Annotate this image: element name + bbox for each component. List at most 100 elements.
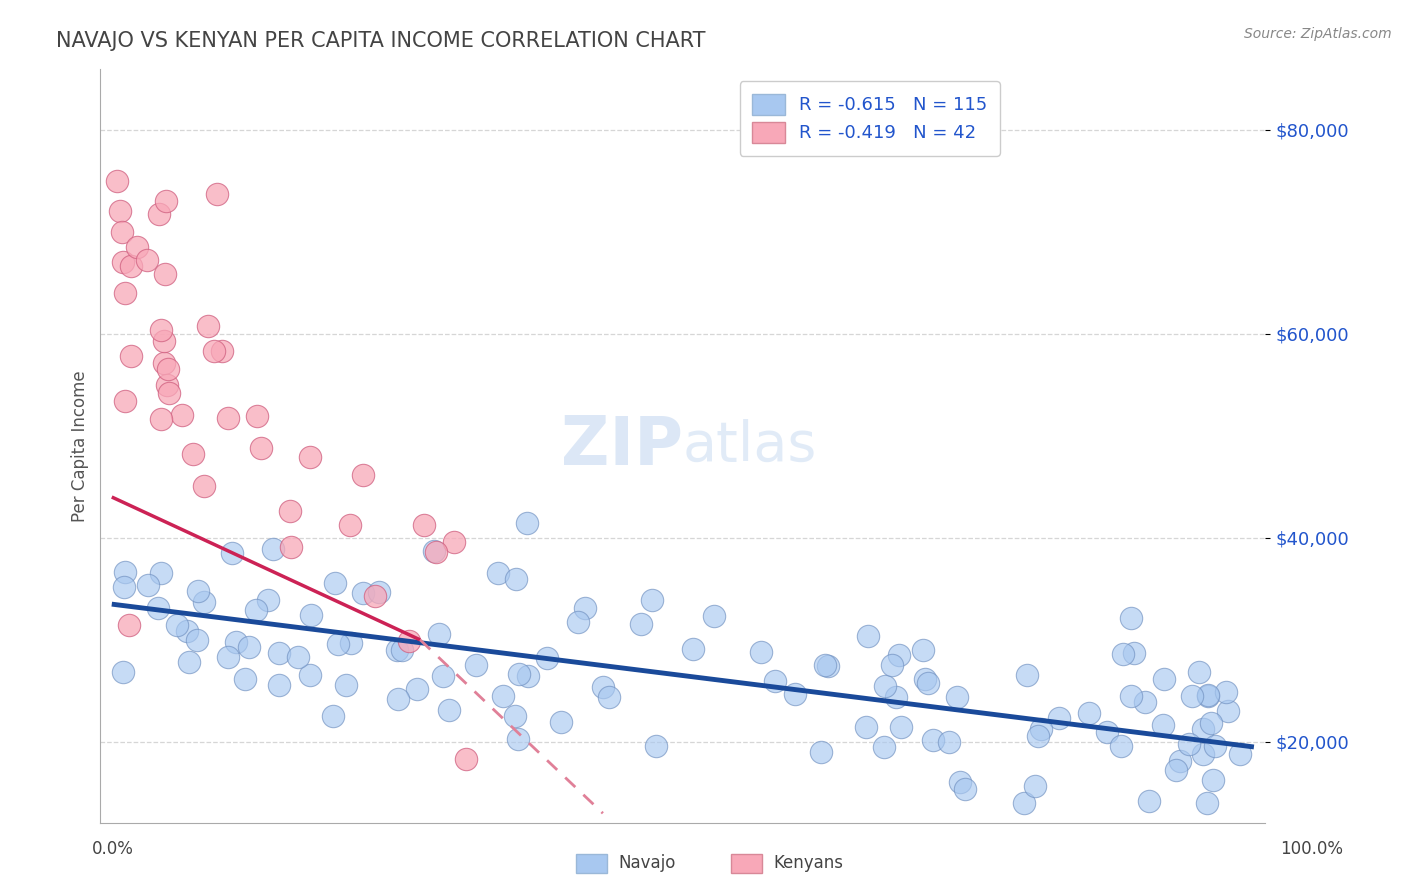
Point bbox=[1152, 717, 1174, 731]
Point bbox=[645, 739, 668, 754]
Point bbox=[506, 732, 529, 747]
Point bbox=[1111, 739, 1133, 754]
Point bbox=[391, 643, 413, 657]
Point bbox=[269, 678, 291, 692]
Point bbox=[1119, 611, 1142, 625]
Point bbox=[486, 566, 509, 580]
Point bbox=[1199, 715, 1222, 730]
Text: NAVAJO VS KENYAN PER CAPITA INCOME CORRELATION CHART: NAVAJO VS KENYAN PER CAPITA INCOME CORRE… bbox=[56, 31, 706, 51]
Point bbox=[108, 204, 131, 219]
Point bbox=[217, 411, 239, 425]
Point bbox=[1197, 689, 1219, 703]
Point bbox=[156, 378, 179, 392]
Point bbox=[630, 616, 652, 631]
Point bbox=[176, 624, 198, 638]
Point bbox=[256, 593, 278, 607]
Point bbox=[1204, 739, 1226, 754]
Point bbox=[813, 658, 835, 673]
Point bbox=[202, 343, 225, 358]
Point bbox=[146, 601, 169, 615]
Point bbox=[238, 640, 260, 655]
Point bbox=[225, 635, 247, 649]
Point bbox=[887, 648, 910, 662]
Point bbox=[118, 617, 141, 632]
Point bbox=[153, 267, 176, 281]
Point bbox=[953, 782, 976, 797]
Point bbox=[205, 186, 228, 201]
Point bbox=[179, 655, 201, 669]
Point bbox=[508, 666, 530, 681]
Point bbox=[111, 225, 134, 239]
Point bbox=[112, 255, 135, 269]
Point bbox=[765, 673, 787, 688]
Point bbox=[364, 589, 387, 603]
Point bbox=[422, 544, 444, 558]
Point bbox=[335, 678, 357, 692]
Point bbox=[914, 672, 936, 686]
Point bbox=[949, 775, 972, 789]
Point bbox=[153, 356, 176, 370]
Point bbox=[120, 259, 142, 273]
Point bbox=[1026, 729, 1049, 743]
Point bbox=[574, 600, 596, 615]
Point bbox=[1121, 689, 1143, 703]
Point bbox=[235, 672, 257, 686]
Y-axis label: Per Capita Income: Per Capita Income bbox=[72, 370, 89, 522]
Point bbox=[287, 650, 309, 665]
Point bbox=[1215, 685, 1237, 699]
Point bbox=[703, 609, 725, 624]
Point bbox=[114, 394, 136, 409]
Point bbox=[682, 642, 704, 657]
Point bbox=[516, 516, 538, 530]
Point bbox=[149, 412, 172, 426]
Point bbox=[114, 285, 136, 300]
Point bbox=[1153, 672, 1175, 686]
Point bbox=[150, 323, 173, 337]
Point bbox=[873, 740, 896, 755]
Legend: R = -0.615   N = 115, R = -0.419   N = 42: R = -0.615 N = 115, R = -0.419 N = 42 bbox=[740, 81, 1000, 155]
Point bbox=[136, 578, 159, 592]
Point bbox=[810, 745, 832, 759]
Point bbox=[148, 207, 170, 221]
Point bbox=[387, 692, 409, 706]
Point bbox=[890, 720, 912, 734]
Point bbox=[156, 362, 179, 376]
Point bbox=[1168, 754, 1191, 768]
Point bbox=[1202, 772, 1225, 787]
Point bbox=[921, 732, 943, 747]
Point bbox=[323, 576, 346, 591]
Point bbox=[1191, 747, 1213, 761]
Text: Source: ZipAtlas.com: Source: ZipAtlas.com bbox=[1244, 27, 1392, 41]
Point bbox=[1164, 763, 1187, 777]
Point bbox=[1218, 704, 1240, 718]
Point bbox=[352, 467, 374, 482]
Point bbox=[246, 409, 269, 423]
Point bbox=[1012, 796, 1035, 810]
Point bbox=[492, 689, 515, 703]
Point bbox=[367, 585, 389, 599]
Point bbox=[112, 580, 135, 594]
Point bbox=[299, 607, 322, 622]
Point bbox=[262, 542, 284, 557]
Point bbox=[641, 592, 664, 607]
Point bbox=[153, 334, 176, 348]
Point bbox=[505, 572, 527, 586]
Point bbox=[267, 646, 290, 660]
Point bbox=[1229, 747, 1251, 762]
Point bbox=[465, 658, 488, 673]
Text: atlas: atlas bbox=[683, 419, 817, 473]
Text: 100.0%: 100.0% bbox=[1279, 840, 1343, 858]
Point bbox=[427, 627, 450, 641]
Point bbox=[1197, 688, 1219, 702]
Point bbox=[443, 535, 465, 549]
Point bbox=[107, 174, 129, 188]
Point bbox=[1031, 722, 1053, 736]
Point bbox=[186, 633, 208, 648]
Point bbox=[114, 565, 136, 579]
Point bbox=[1077, 706, 1099, 720]
Point bbox=[187, 584, 209, 599]
Point bbox=[1047, 711, 1070, 725]
Point bbox=[536, 651, 558, 665]
Point bbox=[217, 649, 239, 664]
Point bbox=[1178, 737, 1201, 751]
